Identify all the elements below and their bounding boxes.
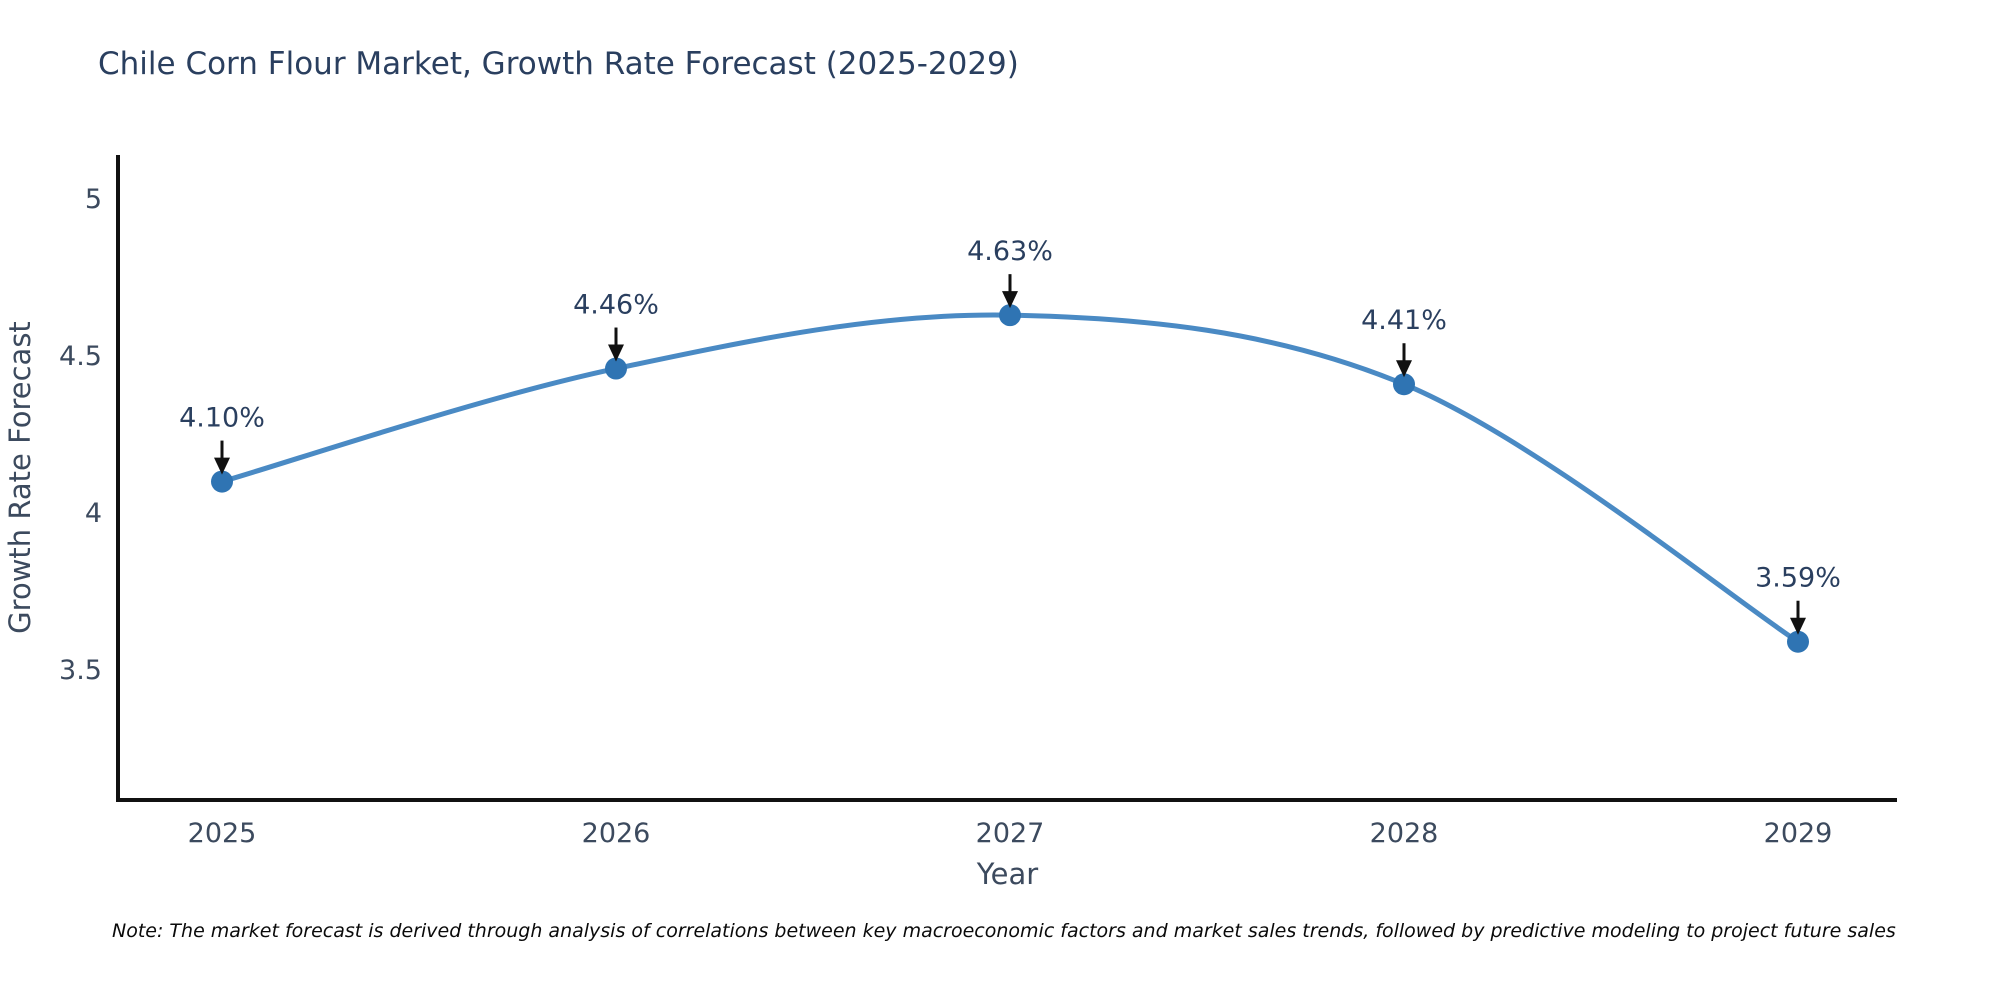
data-point — [999, 304, 1021, 327]
point-label: 4.41% — [1361, 305, 1447, 336]
annotation-arrow-head — [214, 457, 230, 475]
data-point — [211, 470, 233, 493]
y-tick-label: 4.5 — [59, 341, 102, 372]
data-point — [1787, 630, 1809, 653]
y-axis-title: Growth Rate Forecast — [3, 321, 37, 634]
point-label: 3.59% — [1755, 563, 1841, 594]
x-axis-title: Year — [976, 857, 1038, 891]
x-tick-label: 2025 — [188, 818, 257, 849]
annotation-arrow-head — [1396, 360, 1412, 378]
y-tick-label: 4 — [85, 498, 102, 529]
annotation-arrow-head — [1002, 291, 1018, 309]
data-point — [605, 357, 627, 380]
x-tick-label: 2026 — [582, 818, 651, 849]
data-point — [1393, 373, 1415, 396]
point-label: 4.63% — [967, 236, 1053, 267]
forecast-line — [219, 312, 1801, 645]
chart-title: Chile Corn Flour Market, Growth Rate For… — [98, 46, 1019, 82]
y-tick-label: 3.5 — [59, 655, 102, 686]
annotation-arrow-head — [1790, 617, 1806, 635]
x-tick-label: 2029 — [1764, 818, 1833, 849]
footnote: Note: The market forecast is derived thr… — [112, 920, 1896, 942]
x-tick-label: 2028 — [1370, 818, 1439, 849]
annotation-arrow-head — [608, 344, 624, 362]
point-label: 4.46% — [573, 290, 659, 321]
y-tick-label: 5 — [85, 184, 102, 215]
point-label: 4.10% — [179, 403, 265, 434]
x-tick-label: 2027 — [976, 818, 1045, 849]
